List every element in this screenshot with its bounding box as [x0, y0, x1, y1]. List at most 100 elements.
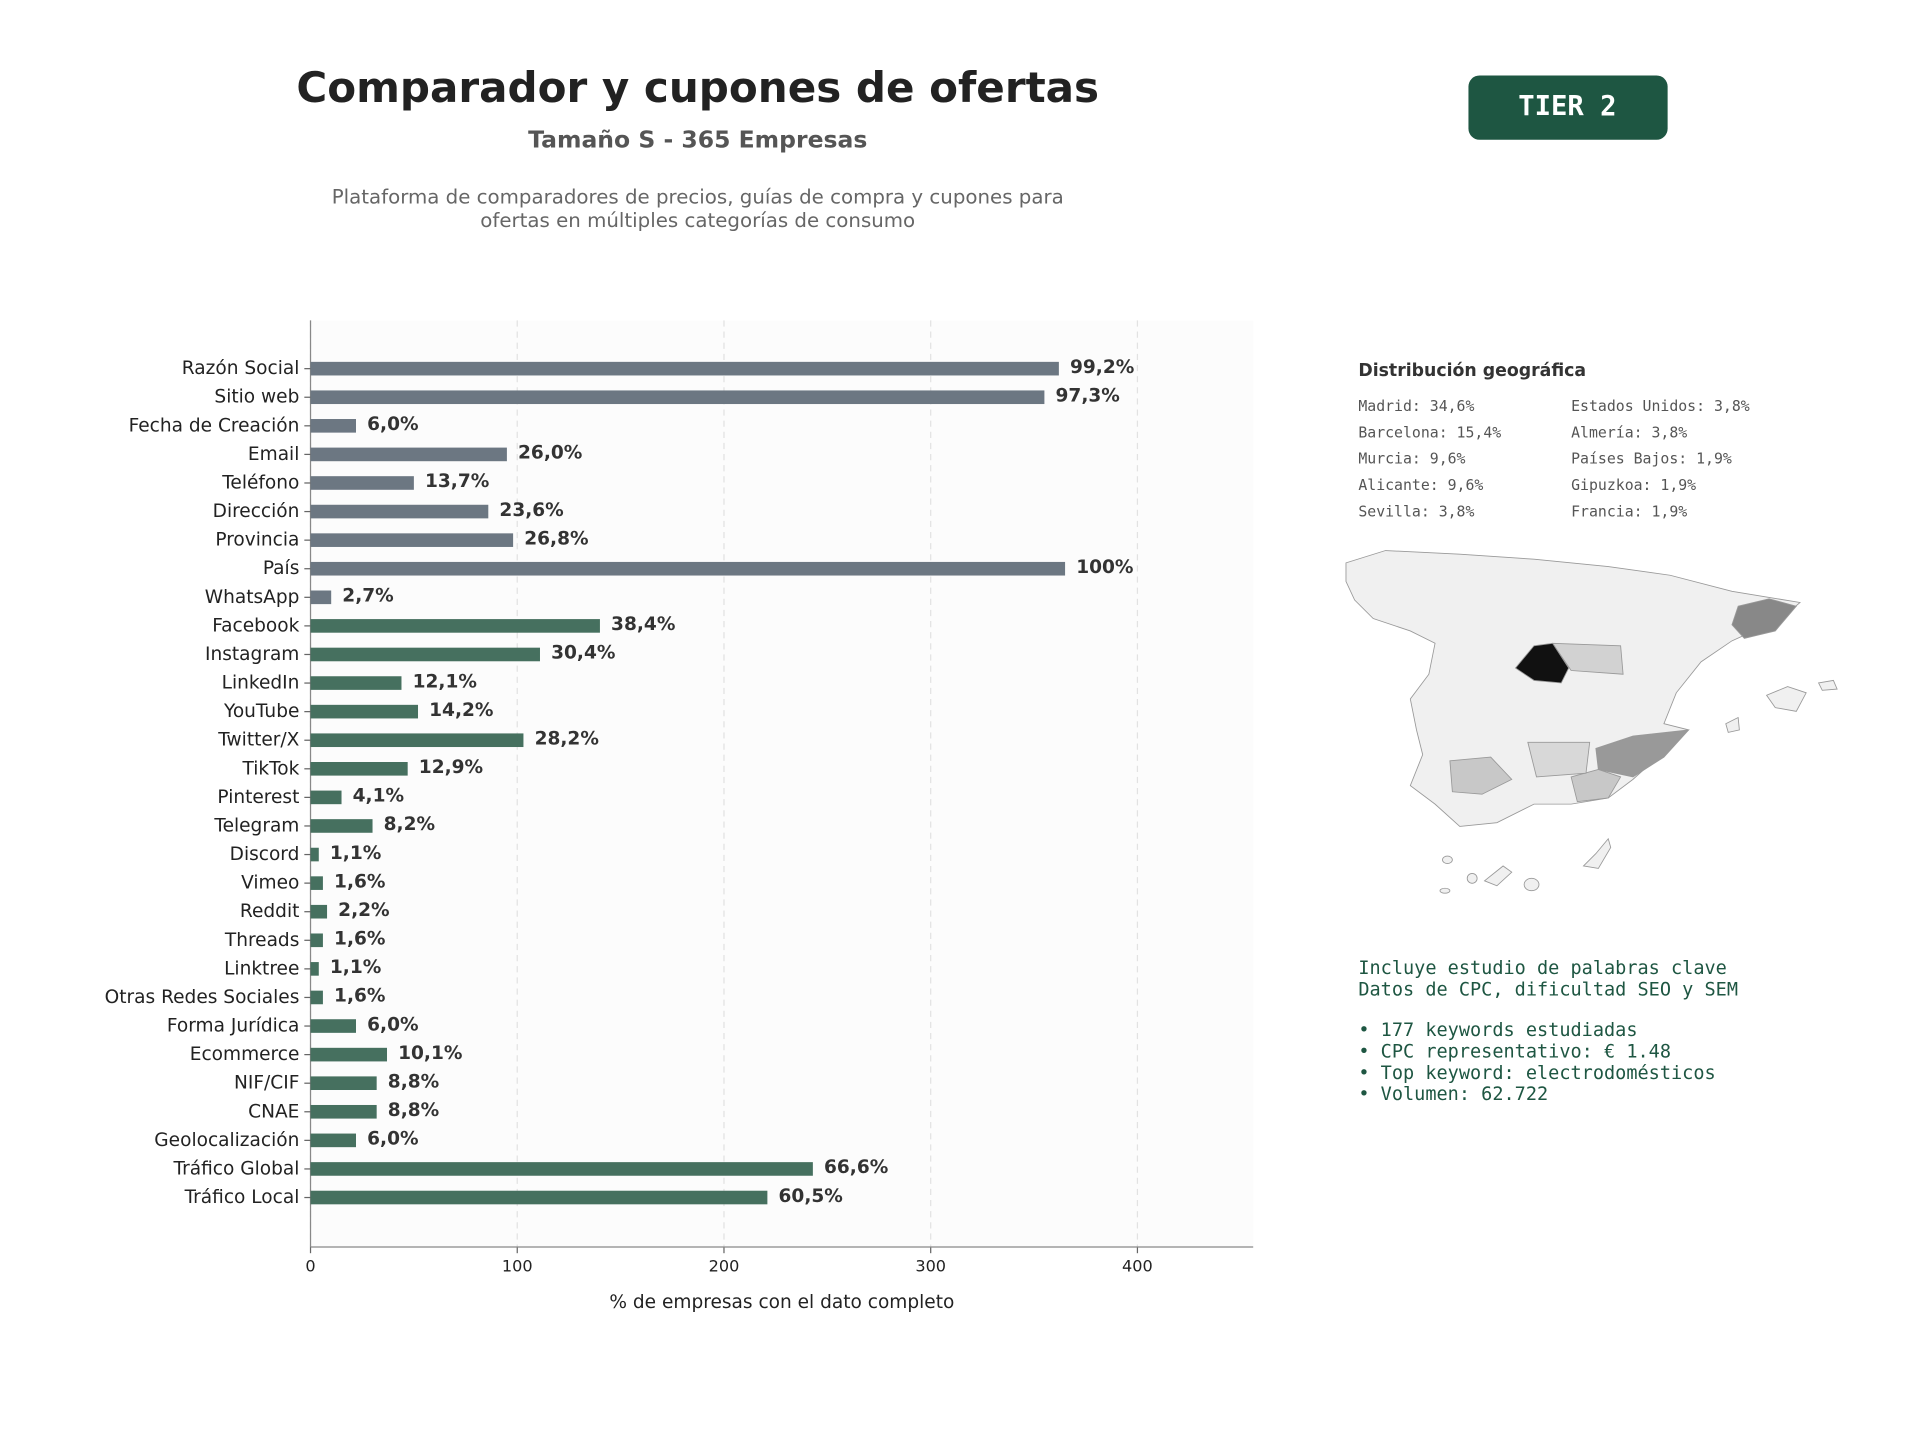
y-tick-label: Email — [248, 444, 299, 465]
y-tick-label: Linktree — [224, 958, 299, 979]
region — [1731, 598, 1798, 639]
bar — [310, 390, 1045, 405]
island — [1765, 686, 1807, 712]
island — [1483, 865, 1513, 887]
y-tick-label: CNAE — [248, 1101, 299, 1122]
island — [1817, 679, 1838, 691]
value-label: 1,6% — [334, 929, 385, 950]
bar — [310, 504, 489, 519]
y-tick-label: NIF/CIF — [234, 1073, 299, 1094]
y-tick-label: Threads — [224, 930, 300, 951]
bar — [310, 647, 540, 662]
bar — [310, 1162, 813, 1176]
y-tick-label: Reddit — [240, 901, 299, 922]
value-label: 12,9% — [419, 757, 483, 778]
bar — [310, 933, 323, 948]
y-tick-label: Geolocalización — [154, 1130, 299, 1151]
value-label: 14,2% — [429, 700, 493, 721]
bar — [310, 819, 373, 833]
y-tick-label: Tráfico Local — [184, 1187, 300, 1208]
badge-text: TIER 2 — [1518, 91, 1616, 122]
geo-item: Madrid: 34,6% — [1358, 398, 1474, 415]
value-label: 2,7% — [342, 586, 393, 607]
value-label: 6,0% — [367, 1129, 418, 1150]
value-label: 1,6% — [334, 871, 385, 892]
value-label: 13,7% — [425, 471, 489, 492]
value-label: 26,8% — [524, 528, 588, 549]
bar — [310, 847, 319, 862]
y-tick-label: Vimeo — [241, 873, 299, 894]
y-tick-label: Facebook — [212, 615, 299, 636]
bar — [310, 761, 408, 776]
region — [1527, 741, 1591, 778]
value-label: 4,1% — [353, 786, 404, 807]
value-label: 23,6% — [499, 500, 563, 521]
geo-item: Gipuzkoa: 1,9% — [1571, 477, 1696, 494]
geo-item: Sevilla: 3,8% — [1358, 503, 1474, 520]
y-tick-label: Tráfico Global — [172, 1158, 299, 1179]
x-tick-label: 200 — [709, 1256, 740, 1275]
keyword-bullet: • CPC representativo: € 1.48 — [1358, 1041, 1671, 1062]
island — [1466, 872, 1478, 884]
value-label: 60,5% — [779, 1186, 843, 1207]
island — [1439, 887, 1451, 894]
geo-item: Murcia: 9,6% — [1358, 451, 1465, 468]
value-label: 26,0% — [518, 443, 582, 464]
value-label: 6,0% — [367, 414, 418, 435]
bar — [310, 1076, 377, 1091]
bar — [310, 1019, 356, 1033]
keyword-bullet: • Volumen: 62.722 — [1358, 1084, 1548, 1105]
keyword-bullet: • Top keyword: electrodomésticos — [1358, 1063, 1715, 1084]
value-label: 28,2% — [535, 728, 599, 749]
value-label: 38,4% — [611, 614, 675, 635]
bar — [310, 990, 323, 1005]
value-label: 8,2% — [384, 814, 435, 835]
value-label: 97,3% — [1056, 386, 1120, 407]
chart: 0 100 200 300 400 % de empresas con el dato c… — [105, 320, 1254, 1313]
value-label: 1,1% — [330, 957, 381, 978]
value-label: 2,2% — [338, 900, 389, 921]
bar — [310, 876, 323, 890]
region — [1551, 642, 1624, 675]
geo-item: Francia: 1,9% — [1571, 503, 1687, 520]
value-label: 1,1% — [330, 843, 381, 864]
geo-item: Alicante: 9,6% — [1358, 477, 1483, 494]
subtitle: Tamaño S - 365 Empresas — [528, 126, 867, 154]
y-tick-label: Otras Redes Sociales — [105, 987, 300, 1008]
bar — [310, 1104, 377, 1119]
bar — [310, 704, 419, 719]
title: Comparador y cupones de ofertas — [296, 63, 1099, 112]
y-tick-label: Razón Social — [182, 358, 300, 379]
y-tick-label: Sitio web — [214, 387, 299, 408]
bar — [310, 533, 514, 547]
y-tick-label: Ecommerce — [190, 1044, 300, 1065]
bar — [310, 733, 524, 748]
geo-item: Almería: 3,8% — [1571, 424, 1687, 441]
bar — [310, 790, 342, 805]
geo-title: Distribución geográfica — [1358, 361, 1586, 381]
region — [1449, 756, 1513, 795]
value-label: 30,4% — [551, 643, 615, 664]
bar — [310, 476, 414, 490]
y-tick-label: Twitter/X — [217, 730, 299, 751]
y-tick-label: Pinterest — [217, 787, 299, 808]
badge — [1468, 75, 1668, 140]
bar — [310, 361, 1059, 376]
y-tick-label: País — [263, 558, 300, 579]
value-label: 6,0% — [367, 1014, 418, 1035]
x-tick-label: 100 — [502, 1256, 533, 1275]
x-axis-label: % de empresas con el dato completo — [609, 1292, 954, 1313]
island — [1523, 877, 1540, 892]
value-label: 99,2% — [1070, 357, 1134, 378]
value-label: 8,8% — [388, 1100, 439, 1121]
y-tick-label: TikTok — [241, 758, 299, 779]
description: ofertas en múltiples categorías de consu… — [480, 209, 915, 232]
x-tick-label: 0 — [305, 1256, 315, 1275]
y-tick-label: Provincia — [215, 530, 299, 551]
island — [1442, 855, 1453, 864]
value-label: 100% — [1076, 557, 1133, 578]
bar — [310, 1190, 768, 1205]
